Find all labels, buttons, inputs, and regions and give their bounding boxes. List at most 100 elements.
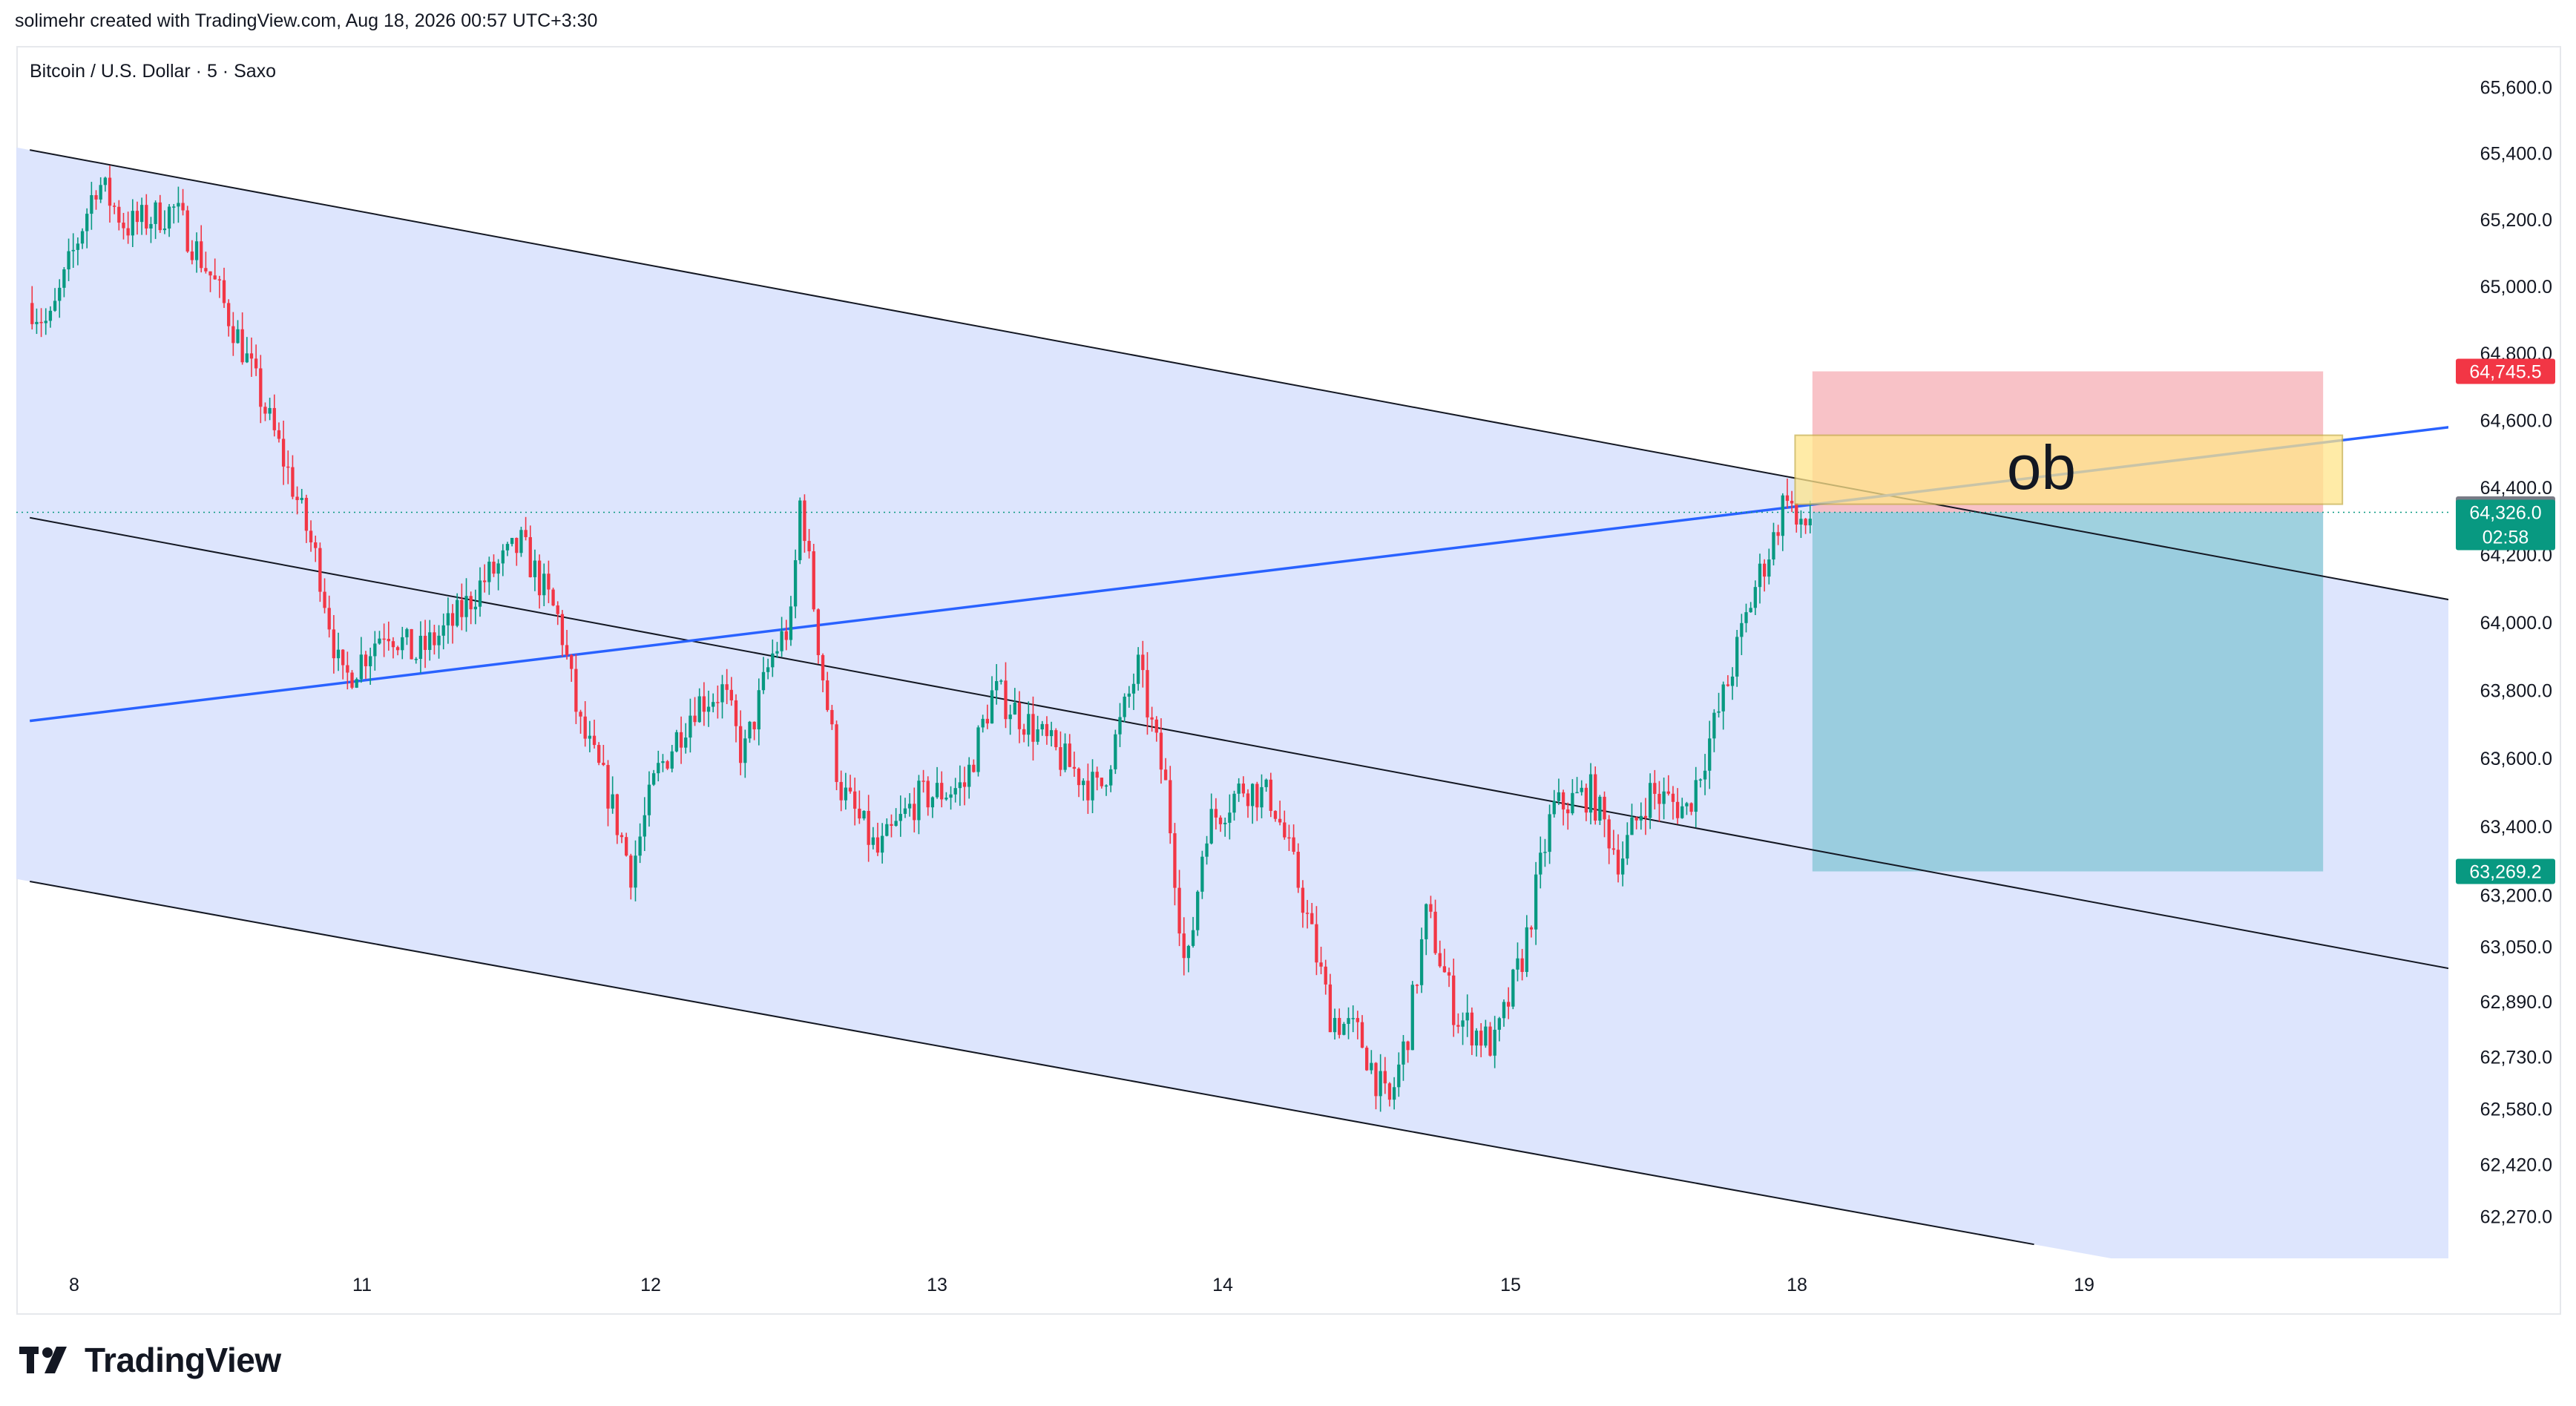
candle[interactable] xyxy=(428,620,432,661)
candle[interactable] xyxy=(1214,798,1218,830)
candle[interactable] xyxy=(1296,843,1300,893)
candle[interactable] xyxy=(1506,987,1511,1019)
candle[interactable] xyxy=(1694,766,1698,828)
candle[interactable] xyxy=(1575,777,1579,794)
candle[interactable] xyxy=(99,177,102,203)
candle[interactable] xyxy=(1543,838,1547,867)
candle[interactable] xyxy=(574,654,578,724)
candle[interactable] xyxy=(1022,723,1026,743)
candle[interactable] xyxy=(1529,925,1534,938)
candle[interactable] xyxy=(1086,763,1090,814)
candle[interactable] xyxy=(1675,788,1680,824)
candle[interactable] xyxy=(94,190,98,210)
candle[interactable] xyxy=(1218,815,1223,832)
candle[interactable] xyxy=(162,210,167,234)
candle[interactable] xyxy=(154,200,157,240)
candle[interactable] xyxy=(478,567,482,617)
candle[interactable] xyxy=(624,832,628,857)
candle[interactable] xyxy=(1163,758,1168,781)
candle[interactable] xyxy=(752,721,756,740)
candle[interactable] xyxy=(373,631,377,671)
candle[interactable] xyxy=(1054,728,1058,751)
candle[interactable] xyxy=(1374,1062,1378,1110)
candle[interactable] xyxy=(1758,553,1762,604)
candle[interactable] xyxy=(1548,804,1551,864)
candle[interactable] xyxy=(1776,525,1780,545)
candle[interactable] xyxy=(1730,667,1735,700)
candle[interactable] xyxy=(71,233,75,268)
candle[interactable] xyxy=(245,337,249,364)
candle[interactable] xyxy=(368,647,372,685)
candle[interactable] xyxy=(1131,673,1136,710)
candle[interactable] xyxy=(1621,841,1625,887)
candle[interactable] xyxy=(1397,1052,1401,1097)
candle[interactable] xyxy=(254,344,258,376)
candle[interactable] xyxy=(885,818,889,837)
candle[interactable] xyxy=(1721,681,1725,730)
candle[interactable] xyxy=(1159,718,1163,784)
candle[interactable] xyxy=(341,648,345,680)
candle[interactable] xyxy=(1799,510,1803,539)
candle[interactable] xyxy=(1648,773,1652,830)
candle[interactable] xyxy=(1045,716,1049,745)
candle[interactable] xyxy=(510,537,514,547)
candle[interactable] xyxy=(1200,850,1204,899)
candle[interactable] xyxy=(1630,804,1634,835)
candle[interactable] xyxy=(867,795,870,862)
candle[interactable] xyxy=(1114,729,1117,775)
candle[interactable] xyxy=(743,729,747,778)
candle[interactable] xyxy=(67,238,70,281)
candle[interactable] xyxy=(1488,1022,1492,1057)
candle[interactable] xyxy=(167,203,171,237)
candle[interactable] xyxy=(30,286,34,330)
candle[interactable] xyxy=(771,639,775,677)
candle[interactable] xyxy=(1712,709,1716,752)
candle[interactable] xyxy=(999,679,1003,685)
candle[interactable] xyxy=(830,705,834,730)
candle[interactable] xyxy=(807,528,811,559)
candle[interactable] xyxy=(702,682,706,726)
candle[interactable] xyxy=(1419,927,1424,993)
channel-middle[interactable] xyxy=(29,516,2535,985)
candle[interactable] xyxy=(395,645,400,656)
candle[interactable] xyxy=(1653,769,1657,809)
candle[interactable] xyxy=(1808,500,1812,533)
candle[interactable] xyxy=(35,308,39,335)
candle[interactable] xyxy=(697,688,701,723)
candle[interactable] xyxy=(1347,1007,1350,1039)
candle[interactable] xyxy=(1662,777,1666,820)
candle[interactable] xyxy=(1031,696,1035,761)
candle[interactable] xyxy=(1040,720,1044,736)
candle[interactable] xyxy=(158,194,162,233)
candle[interactable] xyxy=(898,795,902,837)
candle[interactable] xyxy=(1383,1057,1387,1094)
candle[interactable] xyxy=(277,422,281,443)
candle[interactable] xyxy=(1223,817,1227,837)
candle[interactable] xyxy=(1305,899,1310,929)
candle[interactable] xyxy=(1703,754,1707,795)
candle[interactable] xyxy=(286,450,290,484)
candle[interactable] xyxy=(1557,778,1561,805)
candle[interactable] xyxy=(976,725,980,777)
candle[interactable] xyxy=(48,306,53,328)
candle[interactable] xyxy=(314,535,318,562)
candle[interactable] xyxy=(227,299,231,337)
candle[interactable] xyxy=(862,810,866,821)
candle[interactable] xyxy=(76,237,80,266)
candle[interactable] xyxy=(579,709,582,734)
candle[interactable] xyxy=(1008,704,1012,735)
candle[interactable] xyxy=(935,766,939,799)
candle[interactable] xyxy=(1068,734,1071,768)
candle[interactable] xyxy=(1781,493,1784,551)
candle[interactable] xyxy=(1708,720,1712,789)
candle[interactable] xyxy=(739,710,743,775)
last-price-badge[interactable]: 64,326.0 02:58 xyxy=(2456,499,2555,551)
candle[interactable] xyxy=(1666,775,1670,796)
candle[interactable] xyxy=(1429,896,1433,919)
candle[interactable] xyxy=(1123,693,1126,723)
candle[interactable] xyxy=(131,199,134,247)
candle[interactable] xyxy=(1209,793,1213,845)
candle[interactable] xyxy=(903,798,907,818)
candle[interactable] xyxy=(528,525,532,578)
